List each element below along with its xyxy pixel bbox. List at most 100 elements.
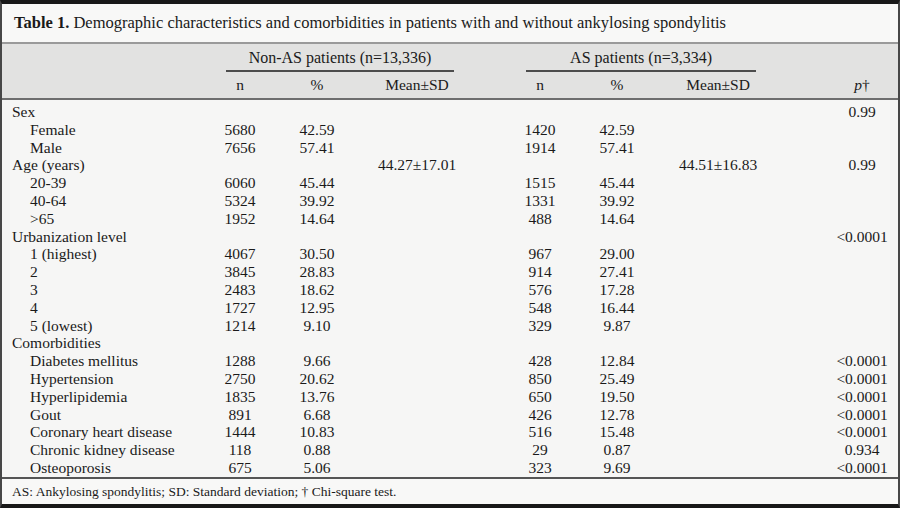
- cell-pct1: 9.10: [268, 317, 366, 335]
- cell-n2: 1331: [512, 192, 568, 210]
- cell-pct2: 0.87: [568, 441, 666, 459]
- cell-mean2: [666, 317, 770, 335]
- cell-mean2: [666, 352, 770, 370]
- cell-mean2: [666, 370, 770, 388]
- cell-n1: 1214: [212, 317, 268, 335]
- table-row-item: 40-64532439.92133139.92: [2, 192, 898, 210]
- cell-p: [826, 174, 898, 192]
- cell-pct1: 10.83: [268, 423, 366, 441]
- row-label: Sex: [2, 99, 212, 121]
- cell-p: <0.0001: [826, 406, 898, 424]
- cell-n2: [512, 99, 568, 121]
- cell-pct2: 19.50: [568, 388, 666, 406]
- group-header-non-as-label: Non-AS patients (n=13,336): [226, 49, 454, 72]
- spacer-cell: [770, 352, 826, 370]
- spacer-cell: [770, 156, 826, 174]
- subheader-mean-as: Mean±SD: [666, 72, 770, 99]
- row-label: Coronary heart disease: [2, 423, 212, 441]
- cell-mean2: [666, 459, 770, 477]
- cell-n1: 891: [212, 406, 268, 424]
- cell-n1: 1288: [212, 352, 268, 370]
- cell-n1: 6060: [212, 174, 268, 192]
- row-label: Urbanization level: [2, 228, 212, 246]
- row-label: >65: [2, 210, 212, 228]
- cell-pct1: 45.44: [268, 174, 366, 192]
- cell-mean1: [366, 459, 468, 477]
- cell-pct1: 13.76: [268, 388, 366, 406]
- spacer-cell: [468, 245, 512, 263]
- spacer-cell: [468, 423, 512, 441]
- cell-pct1: [268, 228, 366, 246]
- cell-pct2: 12.84: [568, 352, 666, 370]
- cell-n2: 323: [512, 459, 568, 477]
- cell-p: [826, 139, 898, 157]
- cell-mean2: [666, 245, 770, 263]
- cell-mean1: [366, 228, 468, 246]
- cell-pct2: 42.59: [568, 121, 666, 139]
- cell-n2: 914: [512, 263, 568, 281]
- cell-mean2: [666, 228, 770, 246]
- row-label: Male: [2, 139, 212, 157]
- cell-p: <0.0001: [826, 423, 898, 441]
- cell-mean2: [666, 121, 770, 139]
- cell-mean1: [366, 192, 468, 210]
- cell-mean1: [366, 388, 468, 406]
- spacer-cell: [770, 317, 826, 335]
- cell-n2: [512, 156, 568, 174]
- cell-pct2: 15.48: [568, 423, 666, 441]
- table-row-section: Sex0.99: [2, 99, 898, 121]
- cell-pct1: 9.66: [268, 352, 366, 370]
- table-row-item: Hypertension275020.6285025.49<0.0001: [2, 370, 898, 388]
- spacer-cell: [468, 263, 512, 281]
- spacer-cell: [770, 228, 826, 246]
- cell-n2: 516: [512, 423, 568, 441]
- cell-n1: 1952: [212, 210, 268, 228]
- cell-n2: 488: [512, 210, 568, 228]
- cell-n2: 650: [512, 388, 568, 406]
- spacer-cell: [468, 334, 512, 352]
- row-label: Comorbidities: [2, 334, 212, 352]
- spacer-cell: [770, 334, 826, 352]
- spacer-cell: [770, 299, 826, 317]
- cell-pct1: 5.06: [268, 459, 366, 477]
- cell-n1: 118: [212, 441, 268, 459]
- cell-p: [826, 210, 898, 228]
- cell-pct2: [568, 334, 666, 352]
- table-row-item: 2384528.8391427.41: [2, 263, 898, 281]
- cell-mean1: [366, 210, 468, 228]
- empty-header-cell: [2, 44, 212, 72]
- cell-mean2: [666, 441, 770, 459]
- cell-mean1: [366, 281, 468, 299]
- spacer-cell: [468, 406, 512, 424]
- spacer-cell: [770, 139, 826, 157]
- cell-p: [826, 299, 898, 317]
- cell-mean1: [366, 299, 468, 317]
- cell-pct2: 29.00: [568, 245, 666, 263]
- cell-n1: 3845: [212, 263, 268, 281]
- cell-p: [826, 334, 898, 352]
- row-label: 3: [2, 281, 212, 299]
- table-row-item: Coronary heart disease144410.8351615.48<…: [2, 423, 898, 441]
- table-row-item: 3248318.6257617.28: [2, 281, 898, 299]
- cell-pct1: 6.68: [268, 406, 366, 424]
- cell-pct2: 17.28: [568, 281, 666, 299]
- cell-mean2: [666, 139, 770, 157]
- table-footnote: AS: Ankylosing spondylitis; SD: Standard…: [2, 477, 898, 507]
- cell-n1: 1835: [212, 388, 268, 406]
- cell-p: [826, 121, 898, 139]
- cell-mean1: [366, 423, 468, 441]
- cell-mean1: [366, 245, 468, 263]
- cell-pct1: 57.41: [268, 139, 366, 157]
- row-label: Female: [2, 121, 212, 139]
- spacer-cell: [468, 352, 512, 370]
- empty-header-cell: [826, 44, 898, 72]
- row-label: Gout: [2, 406, 212, 424]
- row-label: Age (years): [2, 156, 212, 174]
- row-label: 4: [2, 299, 212, 317]
- cell-mean1: [366, 139, 468, 157]
- cell-n2: 428: [512, 352, 568, 370]
- spacer-cell: [468, 192, 512, 210]
- cell-n2: 29: [512, 441, 568, 459]
- cell-n1: [212, 334, 268, 352]
- spacer-cell: [468, 388, 512, 406]
